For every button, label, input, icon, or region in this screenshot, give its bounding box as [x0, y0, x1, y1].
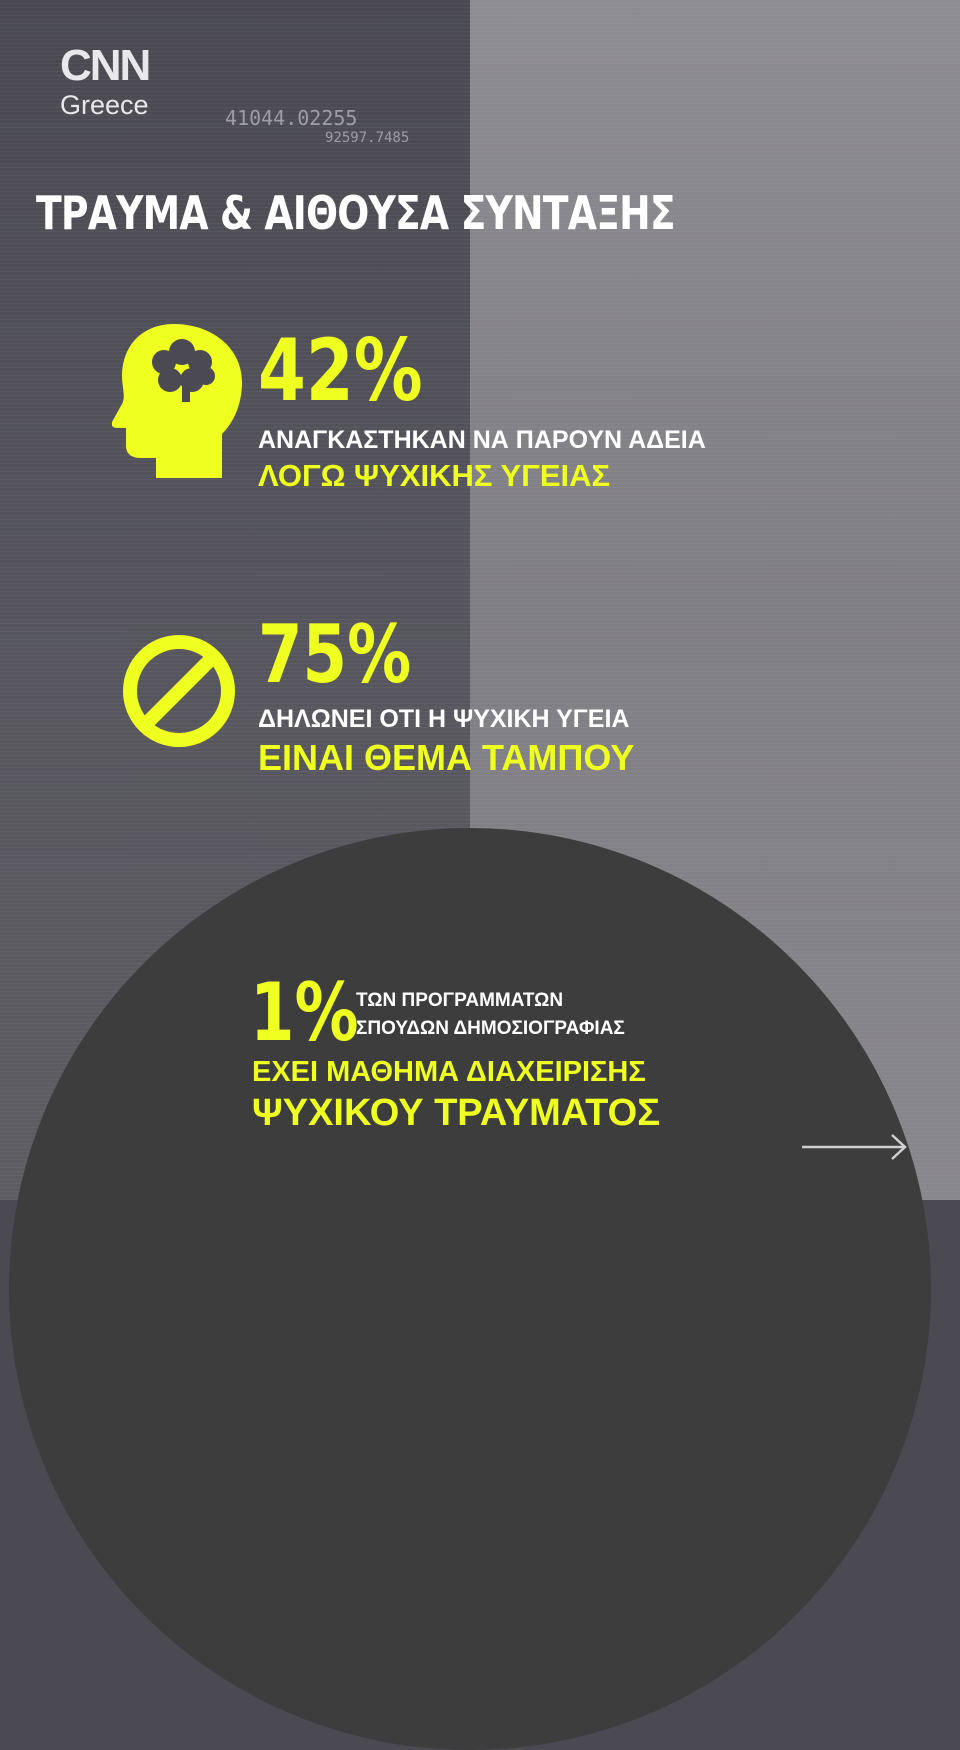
stat-line-highlight: ΛΟΓΩ ΨΥΧΙΚΗΣ ΥΓΕΙΑΣ — [258, 458, 611, 493]
cnn-greece-logo: CNN Greece — [60, 41, 151, 121]
stat-line: ΔΗΛΩΝΕΙ ΟΤΙ Η ΨΥΧΙΚΗ ΥΓΕΙΑ — [258, 705, 630, 733]
stat-line: ΤΩΝ ΠΡΟΓΡΑΜΜΑΤΩΝ — [356, 990, 564, 1011]
stat-line-highlight: ΨΥΧΙΚΟΥ ΤΡΑΥΜΑΤΟΣ — [252, 1092, 660, 1134]
stat-percent: 42% — [258, 321, 423, 421]
arrow-right-icon[interactable] — [802, 1132, 910, 1162]
background-number: 41044.02255 — [225, 106, 358, 130]
page-title: ΤΡΑΥΜΑ & ΑΙΘΟΥΣΑ ΣΥΝΤΑΞΗΣ — [36, 186, 676, 240]
stat-line-highlight: ΕΙΝΑΙ ΘΕΜΑ ΤΑΜΠΟΥ — [258, 737, 635, 778]
background-number: 92597.7485 — [325, 130, 410, 146]
stat-line: ΣΠΟΥΔΩΝ ΔΗΜΟΣΙΟΓΡΑΦΙΑΣ — [356, 1018, 625, 1039]
head-brain-icon — [112, 324, 242, 478]
logo-subtitle: Greece — [60, 90, 149, 120]
stat-percent: 75% — [258, 608, 412, 701]
bottom-dark-circle — [9, 828, 931, 1750]
logo-text: CNN — [60, 41, 151, 90]
stat-percent: 1% — [250, 966, 359, 1059]
prohibited-icon — [123, 635, 235, 747]
stat-line: ΑΝΑΓΚΑΣΤΗΚΑΝ ΝΑ ΠΑΡΟΥΝ ΑΔΕΙΑ — [258, 426, 706, 454]
stat-line-highlight: ΕΧΕΙ ΜΑΘΗΜΑ ΔΙΑΧΕΙΡΙΣΗΣ — [252, 1056, 646, 1088]
